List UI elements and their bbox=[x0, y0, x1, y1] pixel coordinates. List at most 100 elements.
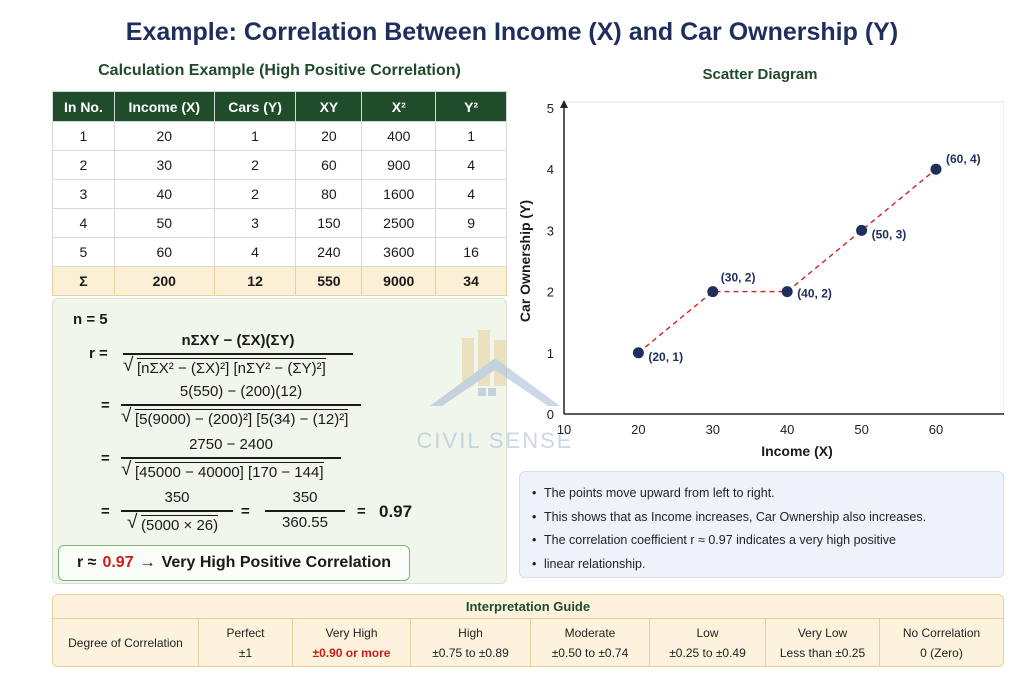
table-cell: 4 bbox=[213, 237, 297, 267]
table-cell: 20 bbox=[295, 121, 363, 151]
sqrt-sign: √ bbox=[123, 355, 134, 376]
table-cell: 4 bbox=[435, 150, 507, 180]
guide-row-header-label: Degree of Correlation bbox=[68, 636, 183, 650]
sum-cell: Σ bbox=[52, 266, 115, 296]
equals-sign: = bbox=[241, 503, 250, 520]
y-tick-label: 0 bbox=[547, 407, 554, 422]
watermark-text: CIVIL SENSE bbox=[417, 428, 574, 453]
table-cell: 4 bbox=[435, 179, 507, 209]
x-tick-label: 30 bbox=[706, 422, 720, 437]
data-label: (30, 2) bbox=[721, 271, 756, 285]
table-cell: 1 bbox=[52, 121, 115, 151]
guide-cell-moderate: Moderate ±0.50 to ±0.74 bbox=[530, 619, 649, 666]
y-axis-arrow-icon bbox=[560, 100, 568, 108]
note-item: The points move upward from left to righ… bbox=[532, 482, 1003, 506]
fraction-bar bbox=[265, 510, 345, 512]
table-cell: 1 bbox=[435, 121, 507, 151]
result-prefix: r ≈ bbox=[77, 554, 97, 571]
scatter-title: Scatter Diagram bbox=[702, 66, 818, 83]
sum-row: Σ 200 12 550 9000 34 bbox=[52, 266, 507, 296]
formula-denominator: [nΣX² − (ΣX)²] [nΣY² − (ΣY)²] bbox=[137, 358, 326, 377]
table-row: 1 20 1 20 400 1 bbox=[52, 121, 507, 151]
x-tick-label: 40 bbox=[780, 422, 794, 437]
table-cell: 1 bbox=[213, 121, 297, 151]
table-row: 4 50 3 150 2500 9 bbox=[52, 208, 507, 238]
guide-row: Degree of Correlation Perfect ±1 Very Hi… bbox=[53, 619, 1003, 666]
guide-range: Less than ±0.25 bbox=[779, 646, 866, 660]
guide-label: Low bbox=[696, 626, 719, 640]
col-header: In No. bbox=[52, 91, 115, 122]
equals-sign: = bbox=[101, 503, 110, 520]
data-point bbox=[632, 347, 644, 359]
guide-cell-low: Low ±0.25 to ±0.49 bbox=[649, 619, 765, 666]
guide-label: Very Low bbox=[797, 626, 848, 640]
guide-label: No Correlation bbox=[902, 626, 981, 640]
equals-sign: = bbox=[357, 503, 366, 520]
watermark-window bbox=[478, 388, 486, 396]
sum-cell: 34 bbox=[435, 266, 507, 296]
col-header: Y² bbox=[435, 91, 507, 122]
guide-cell-very-low: Very Low Less than ±0.25 bbox=[765, 619, 879, 666]
notes-panel: The points move upward from left to righ… bbox=[519, 471, 1004, 578]
n-value: n = 5 bbox=[73, 311, 108, 328]
col-header: Cars (Y) bbox=[213, 91, 297, 122]
x-tick-label: 50 bbox=[854, 422, 868, 437]
table-cell: 240 bbox=[295, 237, 363, 267]
y-tick-label: 1 bbox=[547, 346, 554, 361]
data-point bbox=[707, 286, 719, 298]
guide-title: Interpretation Guide bbox=[53, 595, 1003, 619]
sqrt-sign: √ bbox=[127, 512, 138, 533]
step4-denominator-2: 360.55 bbox=[282, 514, 328, 531]
table-cell: 40 bbox=[113, 179, 215, 209]
formula-panel: n = 5 r = nΣXY − (ΣX)(ΣY) √ [nΣX² − (ΣX)… bbox=[52, 298, 507, 584]
x-tick-label: 60 bbox=[929, 422, 943, 437]
table-cell: 4 bbox=[52, 208, 115, 238]
r-label: r = bbox=[89, 345, 108, 362]
table-cell: 30 bbox=[113, 150, 215, 180]
table-cell: 150 bbox=[295, 208, 363, 238]
equals-sign: = bbox=[101, 397, 110, 414]
watermark-roof bbox=[430, 358, 560, 406]
table-header-row: In No. Income (X) Cars (Y) XY X² Y² bbox=[52, 91, 507, 122]
sum-cell: 12 bbox=[213, 266, 297, 296]
result-summary: r ≈ 0.97 → Very High Positive Correlatio… bbox=[58, 545, 410, 581]
data-label: (50, 3) bbox=[872, 227, 907, 241]
fraction-bar bbox=[121, 457, 341, 459]
series-line bbox=[637, 168, 937, 354]
guide-cell-very-high: Very High ±0.90 or more bbox=[292, 619, 410, 666]
step3-denominator: [45000 − 40000] [170 − 144] bbox=[135, 462, 324, 481]
table-cell: 3600 bbox=[361, 237, 437, 267]
interpretation-guide: Interpretation Guide Degree of Correlati… bbox=[52, 594, 1004, 667]
data-label: (40, 2) bbox=[797, 287, 832, 301]
note-item: This shows that as Income increases, Car… bbox=[532, 506, 1003, 530]
x-tick-label: 20 bbox=[631, 422, 645, 437]
watermark-window bbox=[488, 388, 496, 396]
step4-numerator-2: 350 bbox=[292, 489, 318, 506]
calc-heading: Calculation Example (High Positive Corre… bbox=[98, 62, 461, 79]
step3-numerator: 2750 − 2400 bbox=[189, 436, 273, 453]
watermark-building bbox=[462, 338, 474, 386]
guide-label: High bbox=[458, 626, 483, 640]
table-cell: 60 bbox=[295, 150, 363, 180]
step2-numerator: 5(550) − (200)(12) bbox=[179, 383, 303, 400]
guide-range: ±0.90 or more bbox=[312, 646, 391, 660]
result-label: Very High Positive Correlation bbox=[161, 554, 391, 571]
data-point bbox=[856, 224, 868, 236]
table-cell: 16 bbox=[435, 237, 507, 267]
table-cell: 2 bbox=[52, 150, 115, 180]
guide-cell-no-correlation: No Correlation 0 (Zero) bbox=[879, 619, 1003, 666]
guide-range: ±0.50 to ±0.74 bbox=[551, 646, 629, 660]
table-cell: 50 bbox=[113, 208, 215, 238]
table-cell: 3 bbox=[52, 179, 115, 209]
guide-range: 0 (Zero) bbox=[920, 646, 963, 660]
table-row: 2 30 2 60 900 4 bbox=[52, 150, 507, 180]
data-point bbox=[781, 286, 793, 298]
guide-range: ±1 bbox=[238, 646, 253, 660]
sqrt-sign: √ bbox=[121, 459, 132, 480]
data-label: (20, 1) bbox=[648, 350, 683, 364]
arrow-icon: → bbox=[139, 554, 156, 571]
calculation-table: In No. Income (X) Cars (Y) XY X² Y² 1 20… bbox=[52, 91, 507, 296]
table-cell: 2 bbox=[213, 150, 297, 180]
formula-numerator: nΣXY − (ΣX)(ΣY) bbox=[181, 332, 295, 349]
sum-cell: 9000 bbox=[361, 266, 437, 296]
